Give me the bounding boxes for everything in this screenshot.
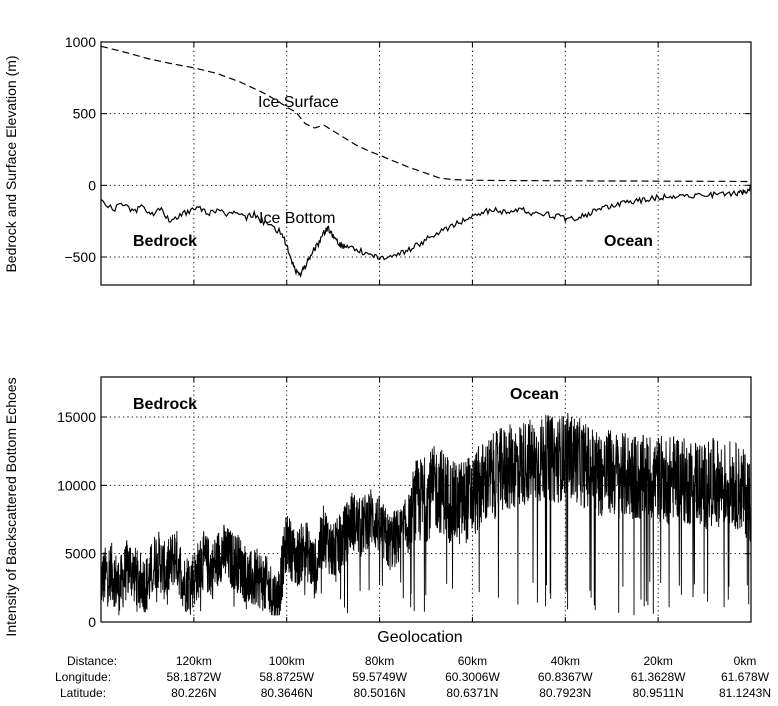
bottom-ocean-label: Ocean (510, 386, 559, 403)
elevation-y-tick-label: 500 (73, 106, 97, 122)
ice-bottom-line (100, 183, 752, 279)
geolocation-distance-value: 100km (269, 654, 305, 668)
geolocation-longitude-value: 61.678W (721, 670, 770, 684)
distance-row-label: Distance: (67, 654, 117, 668)
backscatter-y-tick-label: 15000 (57, 409, 96, 425)
backscatter-series-line (100, 412, 752, 616)
top-bedrock-label: Bedrock (133, 233, 197, 250)
geolocation-longitude-value: 58.1872W (167, 670, 222, 684)
geolocation-longitude-value: 61.3628W (631, 670, 686, 684)
geolocation-latitude-value: 80.5016N (354, 686, 406, 700)
geolocation-columns: 120km 58.1872W 80.226N 100km 58.8725W 80.3646… (167, 654, 772, 700)
elevation-plot-frame (100, 41, 752, 286)
top-ocean-label: Ocean (604, 233, 653, 250)
geolocation-longitude-value: 58.8725W (259, 670, 314, 684)
elevation-y-tick-label: −500 (64, 249, 96, 265)
ice-surface-label: Ice Surface (258, 94, 339, 111)
elevation-series (100, 45, 752, 279)
elevation-y-tick-label: 1000 (65, 34, 96, 50)
elevation-y-tick-label: 0 (88, 177, 96, 193)
bottom-bedrock-label: Bedrock (133, 396, 197, 413)
geolocation-latitude-value: 80.226N (171, 686, 216, 700)
geolocation-latitude-value: 81.1243N (719, 686, 771, 700)
backscatter-y-tick-label: 5000 (65, 546, 96, 562)
latitude-row-label: Latitude: (60, 686, 106, 700)
geolocation-table: Distance: Longitude: Latitude: 120km 58.1… (55, 654, 771, 700)
ice-surface-line (100, 45, 751, 183)
geolocation-distance-value: 120km (176, 654, 212, 668)
geolocation-longitude-value: 60.3006W (445, 670, 500, 684)
geolocation-distance-value: 0km (734, 654, 757, 668)
backscatter-panel: 15000 10000 5000 0 Intensity of Backscatter… (3, 376, 752, 646)
backscatter-series (100, 412, 752, 616)
backscatter-y-tick-label: 10000 (57, 477, 96, 493)
geolocation-distance-value: 60km (458, 654, 487, 668)
geolocation-latitude-value: 80.7923N (539, 686, 591, 700)
geolocation-latitude-value: 80.3646N (261, 686, 313, 700)
longitude-row-label: Longitude: (55, 670, 111, 684)
geolocation-distance-value: 40km (551, 654, 580, 668)
elevation-panel: 1000 500 0 −500 Bedrock and Surface Elevati… (3, 34, 752, 286)
geolocation-axis-title: Geolocation (377, 629, 462, 646)
geolocation-latitude-value: 80.6371N (446, 686, 498, 700)
backscatter-y-ticks: 15000 10000 5000 0 (57, 409, 751, 630)
geolocation-distance-value: 20km (643, 654, 672, 668)
elevation-y-ticks: 1000 500 0 −500 (64, 34, 751, 265)
ice-bottom-label: Ice Bottom (259, 210, 335, 227)
geolocation-latitude-value: 80.9511N (633, 686, 684, 700)
backscatter-x-ticks (193, 377, 752, 622)
elevation-x-ticks (193, 42, 752, 285)
geolocation-longitude-value: 60.8367W (538, 670, 593, 684)
geolocation-distance-value: 80km (365, 654, 394, 668)
backscatter-y-tick-label: 0 (88, 614, 96, 630)
geolocation-longitude-value: 59.5749W (352, 670, 407, 684)
backscatter-y-axis-title: Intensity of Backscattered Bottom Echoes (3, 377, 19, 636)
elevation-y-axis-title: Bedrock and Surface Elevation (m) (3, 55, 19, 272)
elevation-grid (101, 42, 751, 285)
